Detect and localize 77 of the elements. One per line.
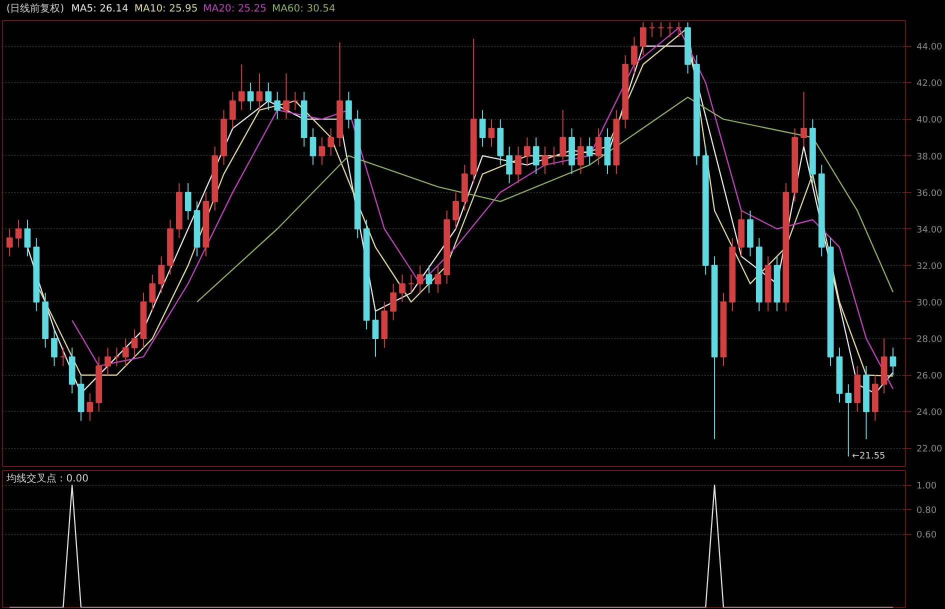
y-tick-label: 30.00 — [916, 298, 943, 308]
candlestick — [149, 274, 156, 312]
candlestick — [24, 219, 31, 257]
candlestick — [104, 347, 111, 376]
y-tick-label: 24.00 — [916, 408, 943, 418]
candlestick — [408, 274, 414, 294]
candlestick — [158, 256, 165, 294]
candlestick — [578, 136, 584, 175]
candlestick — [426, 264, 432, 294]
candlestick — [372, 310, 379, 358]
candlestick — [586, 136, 593, 166]
candlestick — [658, 22, 664, 38]
y-tick-label: 38.00 — [916, 152, 943, 162]
chart-title: (日线前复权) — [6, 2, 64, 14]
y-tick-label: 28.00 — [916, 335, 943, 346]
line-series — [196, 96, 894, 303]
y-tick-label: 42.00 — [916, 79, 943, 90]
y-tick-label: 26.00 — [916, 372, 943, 382]
candlestick — [60, 347, 66, 366]
candlestick — [230, 91, 236, 129]
candlestick — [524, 136, 530, 166]
candlestick — [86, 392, 94, 422]
chart-title: 均线交叉点 : 0.00 — [6, 472, 88, 484]
candlestick — [560, 110, 566, 166]
candlestick — [416, 264, 424, 294]
candlestick — [328, 128, 334, 156]
candlestick — [238, 64, 245, 111]
y-tick-label: 22.00 — [916, 444, 943, 455]
candlestick — [479, 110, 486, 148]
candlestick — [666, 22, 674, 38]
candlestick — [346, 91, 352, 129]
y-tick-label: 40.00 — [916, 116, 943, 126]
candlestick — [131, 328, 138, 358]
candlestick — [399, 274, 406, 302]
y-tick-label: 44.00 — [916, 42, 943, 53]
candlestick — [542, 146, 548, 175]
annotation: ←21.55 — [852, 451, 886, 462]
candlestick — [318, 136, 326, 166]
candlestick — [51, 328, 58, 366]
candlestick — [114, 347, 120, 366]
candlestick — [631, 36, 638, 74]
y-tick-label: 36.00 — [916, 188, 943, 199]
candlestick — [247, 82, 254, 111]
y-tick-label: 34.00 — [916, 225, 943, 236]
candlestick — [265, 82, 272, 111]
candlestick — [256, 73, 263, 111]
candlestick — [390, 283, 396, 321]
candlestick — [122, 338, 129, 366]
y-tick-label: 0.80 — [916, 506, 937, 516]
candlestick — [640, 22, 646, 56]
candlestick — [310, 128, 316, 166]
candlestick — [292, 91, 298, 111]
candlestick — [845, 384, 852, 457]
candlestick — [800, 91, 807, 148]
text: MA60: 30.54 — [272, 4, 336, 14]
candlestick — [648, 22, 656, 38]
y-tick-label: 1.00 — [916, 482, 937, 492]
candlestick — [506, 146, 512, 184]
candlestick — [550, 146, 558, 166]
candlestick — [184, 182, 192, 220]
candlestick — [890, 347, 896, 376]
candlestick — [283, 73, 290, 120]
text: MA5: 26.14 — [71, 4, 128, 14]
candlestick — [434, 264, 442, 294]
candlestick — [452, 192, 459, 230]
candlestick — [515, 146, 522, 184]
candlestick — [488, 118, 495, 148]
candlestick — [6, 228, 13, 257]
candlestick — [15, 219, 22, 248]
candlestick — [595, 128, 602, 166]
y-tick-label: 0.60 — [916, 530, 937, 541]
text: MA20: 25.25 — [203, 4, 267, 14]
candlestick — [532, 136, 540, 175]
y-tick-label: 32.00 — [916, 262, 943, 272]
text: MA10: 25.95 — [134, 4, 198, 14]
candlestick — [274, 91, 281, 120]
candlestick — [676, 22, 682, 38]
